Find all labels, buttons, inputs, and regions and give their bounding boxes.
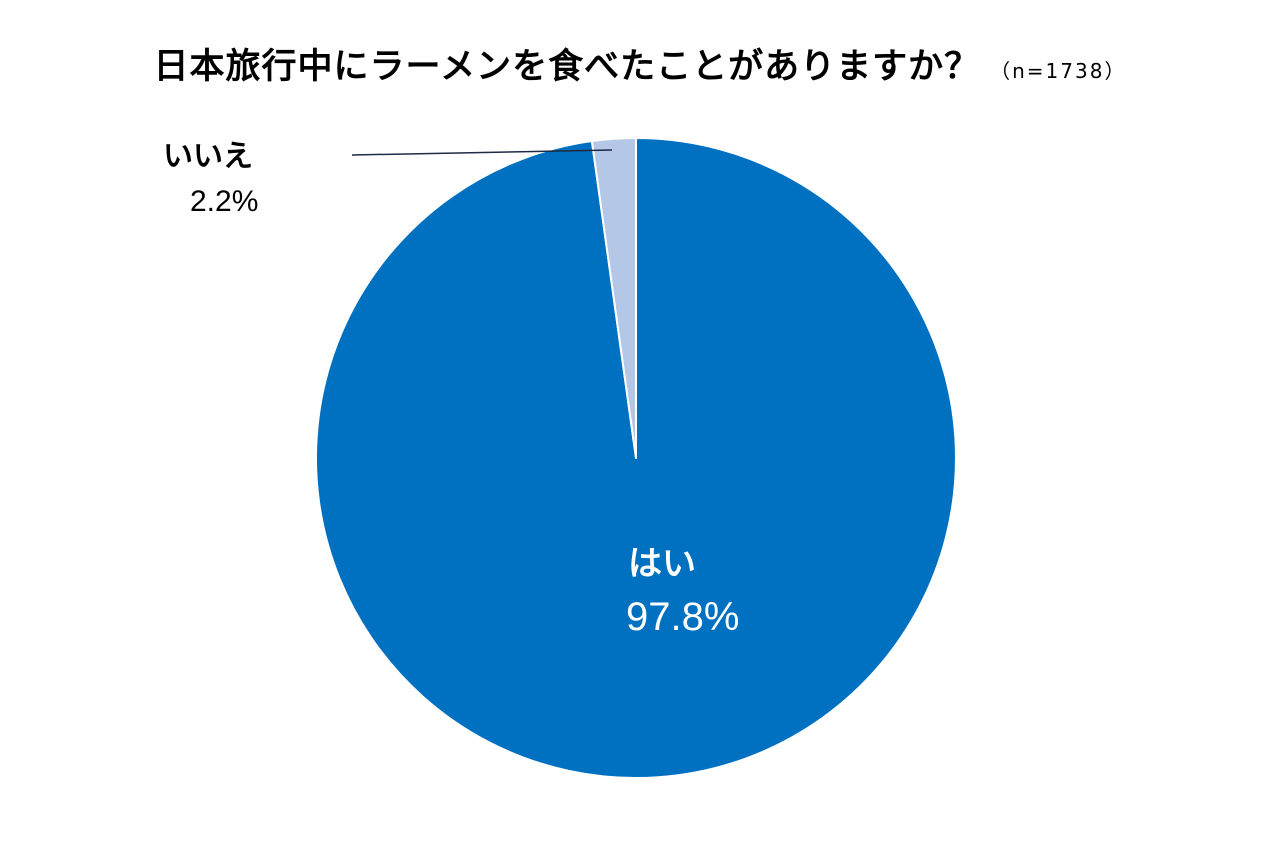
slice-label-no: いいえ [163,139,253,174]
leader-line-iie [351,149,613,156]
sample-size-label: （n=1738） [990,59,1127,83]
chart-title: 日本旅行中にラーメンを食べたことがありますか？ （n=1738） [0,38,1280,89]
chart-title-text: 日本旅行中にラーメンを食べたことがありますか？ [153,47,981,87]
pie-slice-no [590,137,637,459]
slice-label-yes: はい [628,544,696,584]
slice-value-yes: 97.8% [626,595,739,639]
slice-value-no: 2.2% [190,185,258,218]
